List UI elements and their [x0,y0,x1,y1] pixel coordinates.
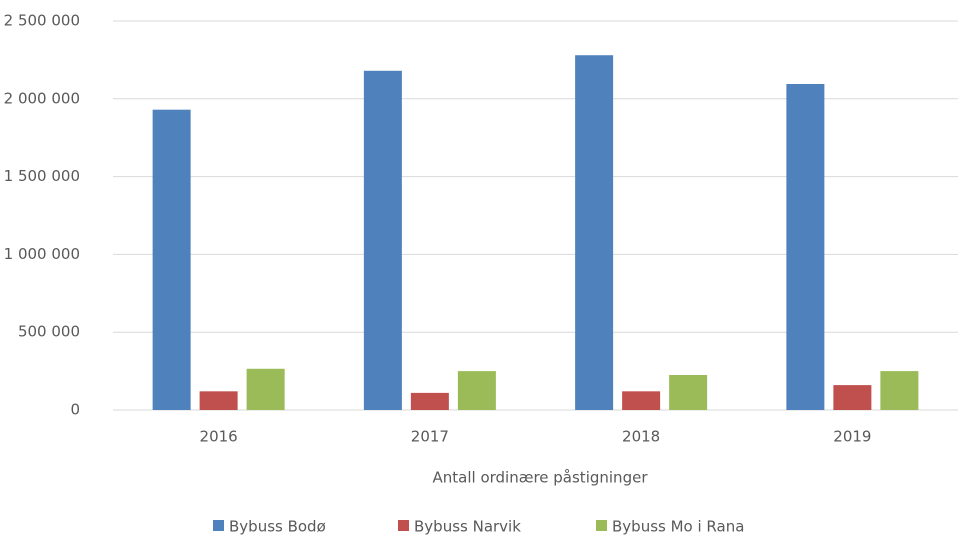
y-tick-label: 500 000 [18,323,80,341]
legend-swatch [596,520,607,531]
x-tick-label: 2019 [833,428,871,446]
bar [622,391,661,410]
bar [363,70,402,411]
x-tick-label: 2016 [200,428,238,446]
bar [786,84,825,410]
legend-label: Bybuss Mo i Rana [612,518,744,536]
legend-label: Bybuss Bodø [229,518,326,536]
bar [880,371,919,410]
bar [410,392,449,410]
bar [246,368,285,410]
x-tick-label: 2017 [411,428,449,446]
bar [833,385,872,410]
x-axis-label: Antall ordinære påstigninger [433,469,649,487]
y-tick-label: 1 000 000 [4,245,80,263]
bar [152,109,191,410]
legend-swatch [213,520,224,531]
legend-label: Bybuss Narvik [414,518,521,536]
y-tick-label: 2 000 000 [4,89,80,107]
x-tick-label: 2018 [622,428,660,446]
y-tick-label: 2 500 000 [4,12,80,30]
y-tick-label: 0 [70,401,80,419]
bar [669,374,708,410]
legend-swatch [398,520,409,531]
bar [575,55,614,411]
bar [199,391,238,410]
y-tick-label: 1 500 000 [4,167,80,185]
bar [457,371,496,410]
